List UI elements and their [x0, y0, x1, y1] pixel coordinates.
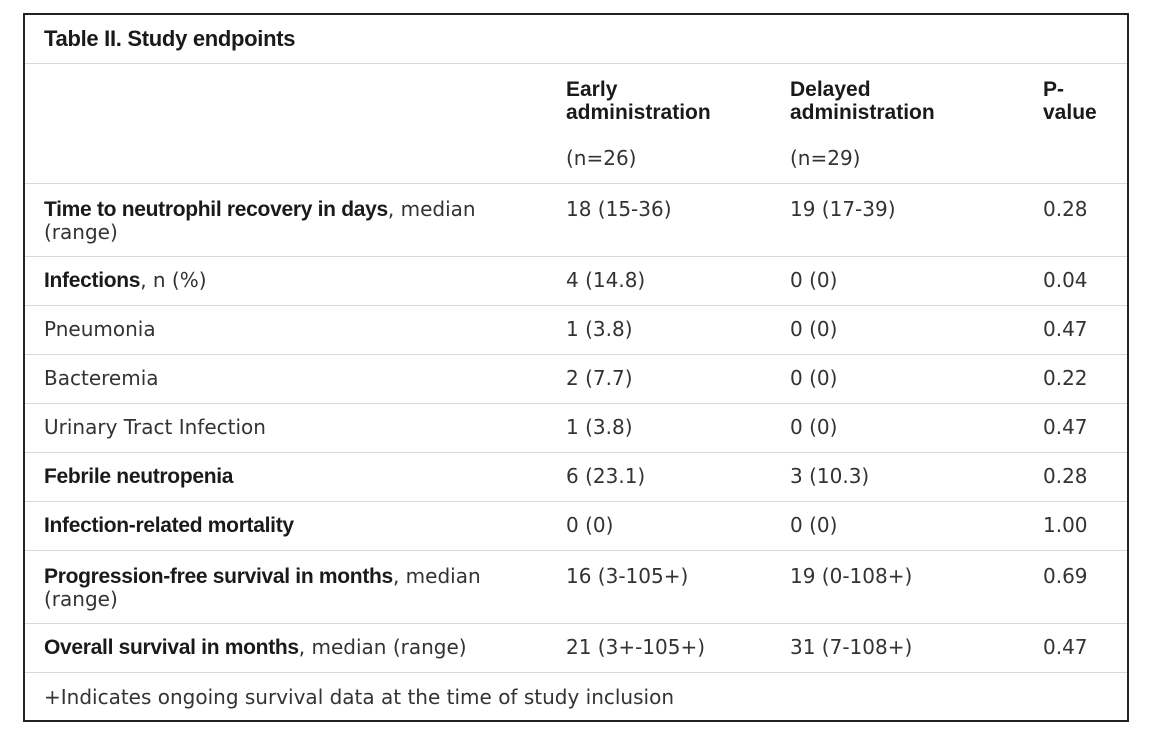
row-label-bold: Overall survival in months — [44, 636, 299, 659]
cell-p-value: 0.47 — [1043, 415, 1088, 439]
row-label: Infection-related mortality — [44, 514, 524, 537]
row-label-rest: , median (range) — [44, 564, 481, 611]
row-label-rest: Pneumonia — [44, 317, 156, 341]
row-label-bold: Progression-free survival in months — [44, 565, 393, 588]
row-label: Pneumonia — [44, 318, 524, 341]
cell-p-value: 0.69 — [1043, 564, 1088, 588]
cell-delayed: 0 (0) — [790, 268, 838, 292]
header-early-n: (n=26) — [566, 146, 637, 170]
cell-p-value: 0.04 — [1043, 268, 1088, 292]
cell-delayed: 0 (0) — [790, 513, 838, 537]
row-label: Progression-free survival in months, med… — [44, 565, 524, 611]
row-label: Bacteremia — [44, 367, 524, 390]
cell-p-value: 1.00 — [1043, 513, 1088, 537]
cell-early: 0 (0) — [566, 513, 614, 537]
header-p-value: P-value — [1043, 78, 1097, 124]
table-footnote-row: +Indicates ongoing survival data at the … — [25, 673, 1127, 723]
row-label: Infections, n (%) — [44, 268, 524, 293]
cell-p-value: 0.47 — [1043, 635, 1088, 659]
table-row: Progression-free survival in months, med… — [25, 551, 1127, 624]
row-label-bold: Time to neutrophil recovery in days — [44, 198, 388, 221]
row-label: Overall survival in months, median (rang… — [44, 635, 524, 660]
cell-early: 6 (23.1) — [566, 464, 646, 488]
cell-delayed: 0 (0) — [790, 415, 838, 439]
row-label-bold: Infection-related mortality — [44, 514, 294, 537]
table-row: Infections, n (%) 4 (14.8) 0 (0) 0.04 — [25, 257, 1127, 306]
row-label-rest: , median (range) — [298, 635, 467, 659]
cell-delayed: 0 (0) — [790, 317, 838, 341]
row-label: Urinary Tract Infection — [44, 416, 524, 439]
table-row: Bacteremia 2 (7.7) 0 (0) 0.22 — [25, 355, 1127, 404]
header-delayed: Delayed administration — [790, 78, 935, 124]
table-footnote: +Indicates ongoing survival data at the … — [44, 685, 674, 709]
row-label: Time to neutrophil recovery in days, med… — [44, 198, 524, 244]
cell-p-value: 0.28 — [1043, 197, 1088, 221]
cell-early: 21 (3+-105+) — [566, 635, 706, 659]
row-label-bold: Infections — [44, 269, 141, 292]
table-row: Overall survival in months, median (rang… — [25, 624, 1127, 673]
table-row: Infection-related mortality 0 (0) 0 (0) … — [25, 502, 1127, 551]
row-label-rest: Bacteremia — [44, 366, 159, 390]
row-label-rest: , n (%) — [140, 268, 207, 292]
table-row: Time to neutrophil recovery in days, med… — [25, 184, 1127, 257]
cell-p-value: 0.22 — [1043, 366, 1088, 390]
table-header-row: Early administration Delayed administrat… — [25, 64, 1127, 184]
table-row: Febrile neutropenia 6 (23.1) 3 (10.3) 0.… — [25, 453, 1127, 502]
cell-delayed: 19 (17-39) — [790, 197, 896, 221]
cell-early: 18 (15-36) — [566, 197, 672, 221]
cell-delayed: 31 (7-108+) — [790, 635, 913, 659]
table-caption-row: Table II. Study endpoints — [25, 15, 1127, 64]
cell-p-value: 0.47 — [1043, 317, 1088, 341]
cell-delayed: 3 (10.3) — [790, 464, 870, 488]
header-early: Early administration — [566, 78, 711, 124]
row-label: Febrile neutropenia — [44, 465, 524, 488]
cell-p-value: 0.28 — [1043, 464, 1088, 488]
study-endpoints-table: Table II. Study endpoints Early administ… — [23, 13, 1129, 722]
cell-early: 1 (3.8) — [566, 415, 633, 439]
cell-early: 1 (3.8) — [566, 317, 633, 341]
cell-delayed: 19 (0-108+) — [790, 564, 913, 588]
row-label-bold: Febrile neutropenia — [44, 465, 234, 488]
row-label-rest: Urinary Tract Infection — [44, 415, 266, 439]
cell-early: 2 (7.7) — [566, 366, 633, 390]
table-body: Early administration Delayed administrat… — [25, 64, 1127, 723]
cell-early: 4 (14.8) — [566, 268, 646, 292]
cell-delayed: 0 (0) — [790, 366, 838, 390]
table-row: Urinary Tract Infection 1 (3.8) 0 (0) 0.… — [25, 404, 1127, 453]
header-delayed-n: (n=29) — [790, 146, 861, 170]
table-caption: Table II. Study endpoints — [44, 26, 296, 51]
cell-early: 16 (3-105+) — [566, 564, 689, 588]
row-label-rest: , median (range) — [44, 197, 476, 244]
table-row: Pneumonia 1 (3.8) 0 (0) 0.47 — [25, 306, 1127, 355]
